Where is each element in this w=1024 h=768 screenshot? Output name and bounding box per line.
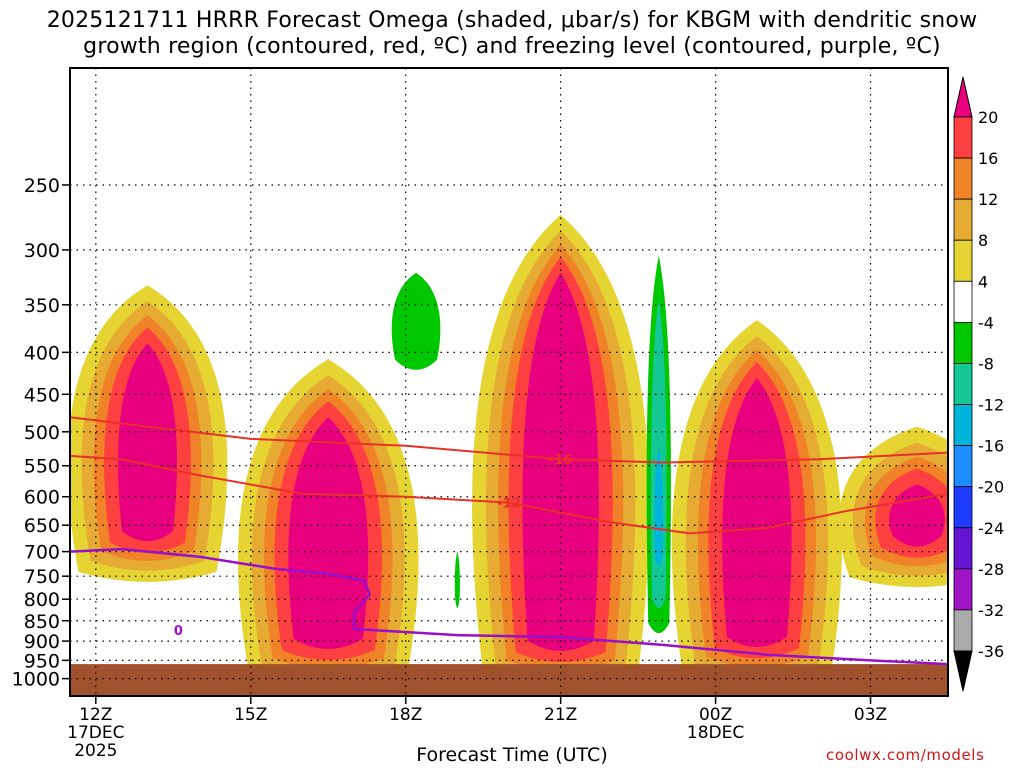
- colorbar-swatch--32: [953, 568, 973, 611]
- x-tick-date-12Z: 17DEC: [67, 723, 124, 743]
- chart-title-line2: growth region (contoured, red, ºC) and f…: [83, 34, 941, 59]
- site-credit: coolwx.com/models: [826, 746, 985, 764]
- colorbar-label--28: -28: [978, 560, 1004, 579]
- colorbar-label-12: 12: [978, 190, 998, 209]
- y-tick-label-300: 300: [24, 240, 60, 262]
- colorbar-label-4: 4: [978, 272, 988, 291]
- x-tick-label-00Z: 00Z: [699, 705, 732, 725]
- y-tick-label-250: 250: [24, 175, 60, 197]
- subsidence-cell-3: [454, 551, 460, 608]
- colorbar-swatch--24: [953, 486, 973, 529]
- x-axis-label: Forecast Time (UTC): [416, 744, 608, 766]
- y-axis: 2503003504004505005506006507007508008509…: [12, 175, 70, 691]
- colorbar-swatch--20: [953, 445, 973, 488]
- x-tick-label-12Z: 12Z: [79, 705, 112, 725]
- x-tick-label-03Z: 03Z: [854, 705, 887, 725]
- subsidence-core-2b: [654, 449, 664, 567]
- colorbar-label--32: -32: [978, 601, 1004, 620]
- y-tick-label-650: 650: [24, 515, 60, 537]
- colorbar-swatch--12: [953, 363, 973, 405]
- colorbar-under-arrow: [953, 650, 973, 692]
- ground-surface: [70, 664, 948, 696]
- colorbar-label--16: -16: [978, 437, 1004, 456]
- colorbar-swatch--28: [953, 527, 973, 570]
- x-tick-label-15Z: 15Z: [234, 705, 267, 725]
- freezing-level-contour: [70, 547, 948, 666]
- colorbar-label--36: -36: [978, 642, 1004, 661]
- omega-band-20-cell-4: [722, 378, 792, 647]
- dgz-contour--12: [70, 454, 948, 535]
- omega-band-20-cell-2: [288, 417, 369, 649]
- y-tick-label-500: 500: [24, 422, 60, 444]
- colorbar-swatch--4: [953, 280, 973, 323]
- plot-frame: [69, 67, 949, 697]
- y-tick-label-950: 950: [24, 650, 60, 672]
- y-tick-label-550: 550: [24, 456, 60, 478]
- dgz-contour-label--12: -12: [497, 497, 521, 512]
- y-tick-label-900: 900: [24, 631, 60, 653]
- x-tick-label-18Z: 18Z: [389, 705, 422, 725]
- y-tick-label-750: 750: [24, 566, 60, 588]
- y-tick-label-850: 850: [24, 611, 60, 633]
- y-tick-label-600: 600: [24, 487, 60, 509]
- dgz-contour-label--16: -16: [549, 453, 573, 468]
- colorbar-swatch-12: [953, 157, 973, 200]
- omega-band-20-cell-5: [889, 484, 945, 547]
- colorbar-label--24: -24: [978, 519, 1004, 538]
- colorbar-swatch-4: [953, 239, 973, 282]
- y-tick-label-450: 450: [24, 384, 60, 406]
- colorbar-label--20: -20: [978, 478, 1004, 497]
- y-tick-label-400: 400: [24, 342, 60, 364]
- x-tick-date-00Z: 18DEC: [687, 723, 744, 743]
- subsidence-cell-1: [391, 272, 441, 370]
- colorbar-swatch--36: [953, 609, 973, 652]
- dgz-contour--16: [70, 416, 948, 464]
- colorbar-over-arrow: [953, 76, 973, 118]
- colorbar-label-20: 20: [978, 108, 998, 127]
- colorbar-swatch--8: [953, 321, 973, 364]
- colorbar-legend: 20 16 12 8 4 -4 -8 -12 -16 -20 -24 -28 -32 -36: [953, 76, 1004, 692]
- colorbar-swatch-16: [953, 116, 973, 159]
- omega-shading: [70, 214, 948, 696]
- colorbar-label-16: 16: [978, 149, 998, 168]
- chart-title-line1: 2025121711 HRRR Forecast Omega (shaded, …: [46, 8, 978, 33]
- y-tick-label-700: 700: [24, 542, 60, 564]
- y-tick-label-800: 800: [24, 589, 60, 611]
- x-tick-year-12Z: 2025: [74, 741, 117, 761]
- colorbar-label-8: 8: [978, 231, 988, 250]
- freezing-level-label: 0: [174, 624, 183, 639]
- y-tick-label-1000: 1000: [12, 669, 60, 691]
- colorbar-label--12: -12: [978, 396, 1004, 415]
- x-tick-label-21Z: 21Z: [544, 705, 577, 725]
- colorbar-swatch-8: [953, 198, 973, 241]
- colorbar-label--4: -4: [978, 313, 994, 332]
- colorbar-label--8: -8: [978, 354, 994, 373]
- colorbar-swatch--16: [953, 404, 973, 447]
- grid-lines: [70, 68, 948, 696]
- contour-lines: -16 -12 0: [70, 416, 948, 666]
- omega-band-20-cell-3: [522, 272, 599, 651]
- omega-band-20-cell-1: [117, 343, 177, 542]
- y-tick-label-350: 350: [24, 295, 60, 317]
